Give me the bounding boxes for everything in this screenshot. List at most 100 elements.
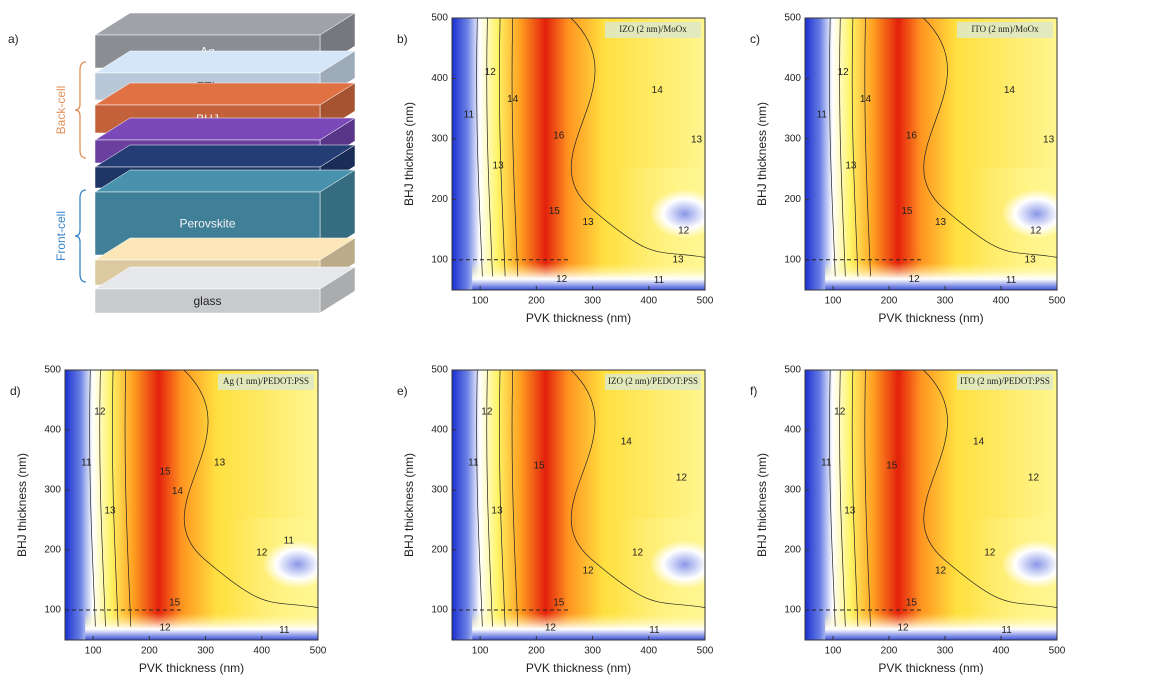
inset-label: Ag (1 nm)/PEDOT:PSS	[223, 376, 309, 386]
contour-label: 13	[493, 161, 505, 172]
y-tick-label: 500	[784, 13, 801, 24]
y-tick-label: 500	[784, 365, 801, 376]
layer-top	[94, 50, 356, 74]
contour-line	[829, 18, 836, 277]
y-tick-label: 500	[431, 365, 448, 376]
contour-label: 12	[481, 407, 493, 418]
contour-line	[486, 18, 493, 277]
contour-label: 15	[886, 461, 898, 472]
heat-bottom	[472, 262, 705, 290]
contour-label: 11	[649, 625, 660, 636]
layer-top	[94, 12, 356, 36]
heat-cool	[649, 540, 705, 589]
x-tick-label: 300	[197, 646, 214, 657]
contour-label: 14	[973, 437, 985, 448]
contour-line	[124, 370, 132, 627]
contour-label: 13	[1043, 135, 1055, 146]
contour-label: 12	[676, 473, 688, 484]
y-tick-label: 300	[431, 134, 448, 145]
layer-top	[94, 82, 356, 106]
x-tick-label: 100	[472, 296, 489, 307]
contour-label: 12	[909, 274, 921, 285]
contour-label: 11	[821, 458, 832, 469]
x-axis-label: PVK thickness (nm)	[526, 661, 631, 675]
y-tick-label: 100	[431, 254, 448, 265]
contour-line	[476, 18, 483, 277]
contour-label: 11	[817, 109, 828, 120]
plot-frame	[64, 369, 319, 641]
y-tick-label: 100	[784, 254, 801, 265]
x-tick-label: 100	[825, 296, 842, 307]
contour-line	[851, 370, 859, 627]
panel-label: f)	[750, 384, 757, 398]
y-axis-label: BHJ thickness (nm)	[755, 453, 769, 557]
layer-top	[94, 144, 356, 168]
heat-bottom	[825, 613, 1057, 640]
contour-label: 13	[214, 458, 226, 469]
contour-line	[486, 370, 493, 627]
y-tick-label: 400	[784, 425, 801, 436]
contour-label: 15	[906, 597, 918, 608]
x-tick-label: 400	[993, 296, 1010, 307]
layer-top	[94, 169, 356, 193]
bracket	[74, 61, 87, 159]
inset-box	[605, 374, 701, 390]
contour-label: 13	[844, 506, 856, 517]
contour-label: 15	[169, 597, 181, 608]
inset-label: IZO (2 nm)/PEDOT:PSS	[608, 376, 698, 386]
contour-line	[499, 370, 506, 627]
layer-label: Perovskite	[179, 217, 235, 231]
x-tick-label: 200	[141, 646, 158, 657]
contour-label: 11	[284, 536, 295, 547]
plot-frame	[804, 369, 1058, 641]
x-tick-label: 400	[640, 646, 657, 657]
contour-label: 15	[901, 206, 913, 217]
panel-label: c)	[750, 32, 760, 46]
contour-label: 12	[556, 274, 568, 285]
heatmap	[452, 18, 705, 290]
plot-frame	[451, 17, 706, 291]
heatmap	[805, 18, 1057, 290]
contour-label: 13	[935, 217, 947, 228]
contour-line	[499, 18, 506, 277]
inset-box	[605, 22, 701, 38]
panel-label: d)	[10, 384, 21, 398]
contour-label: 16	[553, 131, 565, 142]
contour-line	[89, 370, 96, 627]
contour-label: 13	[845, 161, 857, 172]
y-tick-label: 400	[431, 73, 448, 84]
contour-line	[511, 18, 519, 277]
contour-label: 15	[549, 206, 561, 217]
contour-line	[851, 18, 859, 277]
plot-frame	[451, 369, 706, 641]
x-tick-label: 400	[253, 646, 270, 657]
y-axis-label: BHJ thickness (nm)	[402, 102, 416, 206]
contour-label: 12	[1030, 225, 1042, 236]
x-axis-label: PVK thickness (nm)	[878, 311, 983, 325]
panel-label: b)	[397, 32, 408, 46]
contour-label: 12	[94, 407, 106, 418]
x-tick-label: 300	[937, 646, 954, 657]
y-tick-label: 400	[431, 425, 448, 436]
contour-label: 14	[621, 437, 633, 448]
layer-label: glass	[193, 294, 221, 308]
contour-line	[183, 370, 318, 608]
layer	[94, 288, 321, 314]
x-tick-label: 500	[1049, 646, 1066, 657]
contour-label: 12	[838, 67, 850, 78]
contour-label: 14	[1004, 85, 1016, 96]
contour-label: 15	[553, 597, 565, 608]
contour-label: 12	[834, 407, 846, 418]
contour-label: 11	[464, 109, 475, 120]
inset-label: ITO (2 nm)/PEDOT:PSS	[960, 376, 1050, 386]
group-label: Back-cell	[54, 86, 68, 135]
contour-label: 14	[507, 94, 519, 105]
inset-label: IZO (2 nm)/MoOx	[619, 24, 687, 34]
contour-label: 13	[491, 506, 503, 517]
inset-box	[957, 374, 1053, 390]
contour-label: 12	[485, 67, 497, 78]
x-tick-label: 500	[310, 646, 327, 657]
inset-label: ITO (2 nm)/MoOx	[971, 24, 1039, 34]
contour-line	[839, 18, 846, 277]
